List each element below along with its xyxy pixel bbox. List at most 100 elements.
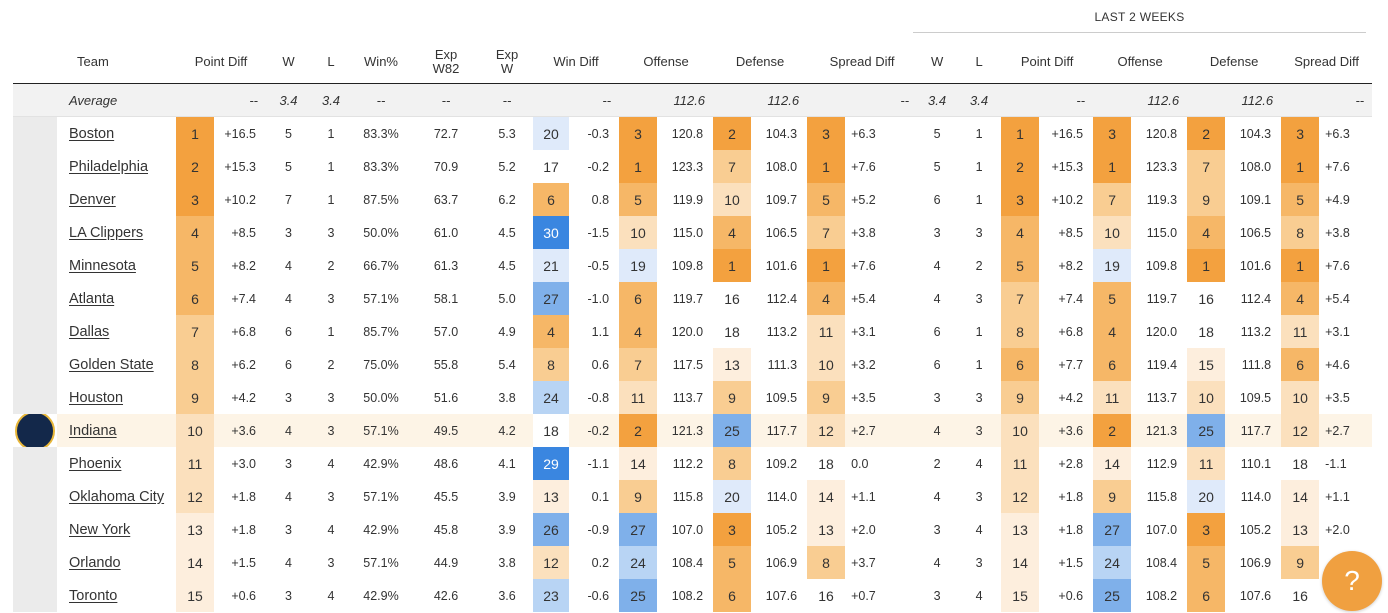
team-link[interactable]: Golden State	[69, 356, 154, 373]
l2w-offense-rank: 24	[1093, 546, 1132, 579]
help-button[interactable]: ?	[1322, 551, 1382, 611]
exp-w: 3.9	[498, 522, 516, 537]
raptors-logo-icon	[13, 579, 57, 612]
win-diff-value: 0.8	[591, 192, 610, 207]
l2w-spread-diff-value: +3.5	[1325, 390, 1350, 405]
spread-diff-value: +3.8	[851, 225, 876, 240]
table-row: Philadelphia 2 +15.3 5 1 83.3% 70.9 5.2 17 -0.2 1 1…	[13, 150, 1372, 183]
point-diff-value: +10.2	[224, 192, 257, 207]
l2w-losses: 3	[975, 555, 983, 570]
l2w-losses: 1	[975, 324, 983, 339]
table-row: Houston 9 +4.2 3 3 50.0% 51.6 3.8 24 -0.8 11 113.7 9…	[13, 381, 1372, 414]
col-header-exp-w82[interactable]: Exp W82	[411, 40, 482, 84]
l2w-spread-diff-value: +6.3	[1325, 126, 1350, 141]
exp-w82: 44.9	[433, 555, 459, 570]
team-link[interactable]: Boston	[69, 125, 115, 142]
team-link[interactable]: Minnesota	[69, 257, 136, 274]
l2w-point-diff-rank: 10	[1001, 414, 1040, 447]
l2w-wins: 3	[933, 225, 941, 240]
team-link[interactable]: Toronto	[69, 587, 118, 604]
table-row: Indiana 10 +3.6 4 3 57.1% 49.5 4.2 18 -0.2 2 121.3 2…	[13, 414, 1373, 447]
win-diff-value: -0.2	[569, 414, 620, 447]
col-header-win-diff[interactable]: Win Diff	[533, 40, 620, 84]
l2w-offense-rank: 2	[1093, 414, 1132, 447]
exp-w: 4.5	[498, 225, 516, 240]
col-header-spread-diff[interactable]: Spread Diff	[807, 40, 918, 84]
avg-l: 3.4	[311, 83, 352, 117]
team-link[interactable]: Dallas	[69, 323, 110, 340]
col-header-l2w-offense[interactable]: Offense	[1093, 40, 1188, 84]
team-link[interactable]: Oklahoma City	[69, 488, 165, 505]
col-header-w[interactable]: W	[266, 40, 312, 84]
wins: 4	[285, 258, 292, 273]
win-diff-value: -0.9	[587, 522, 610, 537]
col-header-offense[interactable]: Offense	[619, 40, 714, 84]
col-header-l2w-spread-diff[interactable]: Spread Diff	[1281, 40, 1373, 84]
l2w-point-diff-rank: 11	[1001, 447, 1040, 480]
team-link[interactable]: New York	[69, 521, 131, 538]
team-link[interactable]: Orlando	[69, 554, 121, 571]
l2w-wins: 3	[933, 588, 941, 603]
offense-rank: 10	[619, 216, 658, 249]
spread-diff-value: +5.4	[851, 291, 876, 306]
table-row: Phoenix 11 +3.0 3 4 42.9% 48.6 4.1 29 -1.1 14 112.2…	[13, 447, 1372, 480]
win-pct: 57.1%	[363, 489, 399, 504]
win-diff-rank: 6	[533, 183, 570, 216]
defense-rank: 5	[713, 546, 752, 579]
team-link[interactable]: Phoenix	[69, 455, 122, 472]
l2w-defense-value: 117.7	[1225, 414, 1282, 447]
team-cell: Indiana	[13, 414, 176, 447]
team-link[interactable]: LA Clippers	[69, 224, 144, 241]
team-cell: Minnesota	[13, 249, 176, 282]
l2w-losses: 2	[975, 258, 983, 273]
avg-l2w-defense: 112.6	[1187, 83, 1282, 117]
exp-w82: 70.9	[433, 159, 459, 174]
col-header-l2w-point-diff[interactable]: Point Diff	[1001, 40, 1094, 84]
offense-rank: 14	[619, 447, 658, 480]
col-header-l2w-l[interactable]: L	[957, 40, 1002, 84]
col-header-l[interactable]: L	[311, 40, 352, 84]
col-header-l2w-w[interactable]: W	[917, 40, 958, 84]
point-diff-value: +3.6	[214, 414, 267, 447]
offense-rank: 11	[619, 381, 658, 414]
l2w-spread-diff-rank: 5	[1281, 183, 1320, 216]
l2w-defense-rank: 15	[1187, 348, 1226, 381]
team-link[interactable]: Denver	[69, 191, 116, 208]
spread-diff-value: +1.1	[851, 489, 876, 504]
exp-w: 5.0	[498, 291, 516, 306]
wins: 5	[285, 126, 292, 141]
spread-diff-rank: 14	[807, 480, 846, 513]
team-link[interactable]: Atlanta	[69, 290, 115, 307]
losses: 2	[327, 357, 335, 372]
spread-diff-rank: 8	[807, 546, 846, 579]
l2w-wins: 4	[933, 555, 941, 570]
l2w-losses: 4	[975, 522, 983, 537]
col-header-team[interactable]: Team	[13, 40, 176, 84]
knicks-logo-icon	[13, 513, 57, 546]
losses: 4	[327, 456, 335, 471]
clippers-logo-icon	[13, 216, 57, 249]
exp-w: 3.8	[498, 555, 516, 570]
offense-value: 119.7	[672, 291, 704, 306]
avg-l2w-point-diff: --	[1001, 83, 1094, 117]
l2w-defense-value: 113.2	[1240, 324, 1272, 339]
col-header-defense[interactable]: Defense	[713, 40, 808, 84]
l2w-point-diff-value: +1.5	[1058, 555, 1084, 570]
col-header-exp-w[interactable]: Exp W	[481, 40, 534, 84]
l2w-defense-rank: 9	[1187, 183, 1226, 216]
spread-diff-rank: 11	[807, 315, 846, 348]
col-header-l2w-defense[interactable]: Defense	[1187, 40, 1282, 84]
col-header-point-diff[interactable]: Point Diff	[176, 40, 267, 84]
l2w-offense-rank: 3	[1093, 116, 1132, 150]
team-link[interactable]: Houston	[69, 389, 124, 406]
defense-value: 108.0	[765, 159, 798, 174]
76ers-logo-icon	[13, 150, 57, 183]
win-diff-value: -1.1	[587, 456, 610, 471]
team-link[interactable]: Philadelphia	[69, 158, 149, 175]
exp-w82: 57.0	[433, 324, 459, 339]
team-link[interactable]: Indiana	[69, 422, 117, 439]
col-header-win-pct[interactable]: Win%	[351, 40, 412, 84]
l2w-offense-value: 120.8	[1145, 126, 1178, 141]
l2w-defense-rank: 1	[1187, 249, 1226, 282]
team-stats-table: Team Point Diff W L Win% Exp W82 Exp W Win…	[13, 40, 1373, 612]
